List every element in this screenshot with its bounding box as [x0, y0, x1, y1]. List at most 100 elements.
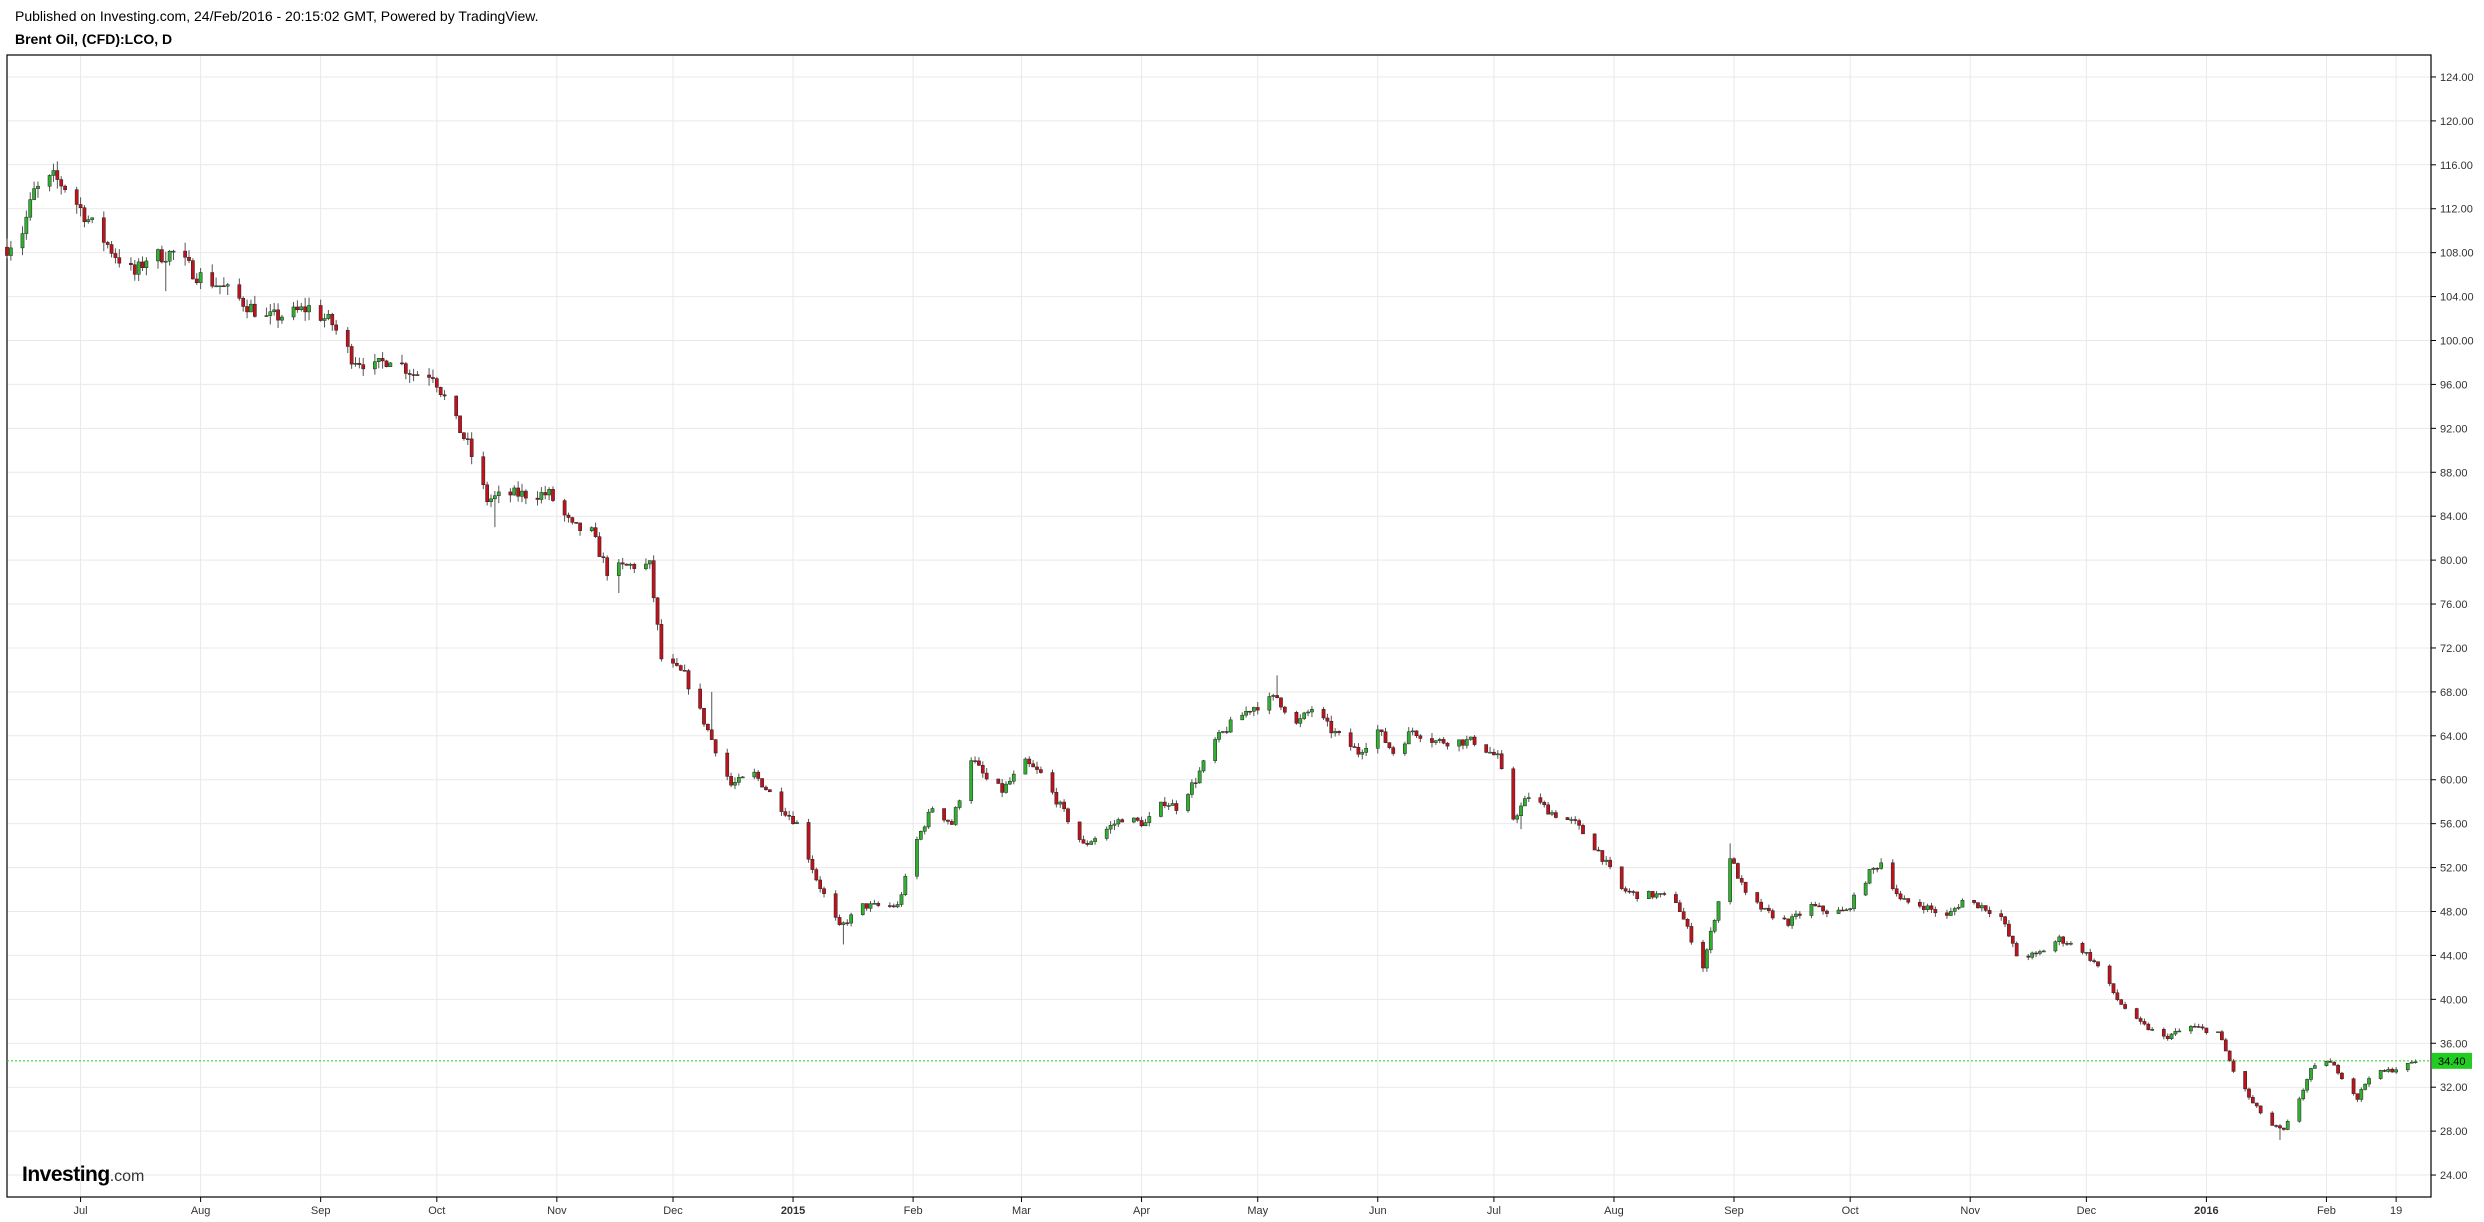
candle-body: [1867, 869, 1872, 884]
candle: [2351, 1077, 2356, 1096]
candle-body: [984, 772, 989, 780]
candle-body: [1391, 747, 1396, 754]
candle-body: [2258, 1105, 2263, 1114]
candle: [2096, 961, 2100, 968]
candle-body: [1492, 751, 1496, 756]
candle: [2115, 989, 2120, 1002]
candle-body: [59, 179, 64, 187]
candle-body: [1081, 839, 1086, 844]
candle-body: [2413, 1061, 2418, 1063]
candle-body: [462, 432, 466, 439]
candle: [1519, 802, 1523, 830]
candle: [132, 260, 137, 281]
candle-body: [1817, 905, 1822, 908]
candle-body: [2134, 1008, 2139, 1019]
candle: [24, 210, 29, 240]
candle: [1511, 766, 1516, 821]
candle: [218, 285, 222, 295]
candle: [1770, 908, 1775, 920]
candle: [1186, 792, 1190, 813]
candle: [268, 304, 273, 325]
candle-body: [698, 688, 702, 709]
chart-grid: [7, 55, 2431, 1197]
candle: [516, 481, 520, 502]
candle: [524, 489, 528, 505]
candle-body: [686, 670, 691, 690]
candle-body: [2278, 1125, 2282, 1129]
candle: [496, 485, 501, 504]
candle-body: [493, 495, 497, 500]
candle: [1321, 706, 1326, 721]
candle-body: [605, 557, 610, 576]
candle: [1852, 892, 1856, 912]
candle-body: [1542, 802, 1547, 806]
candle-body: [1708, 930, 1713, 951]
candle: [2274, 1124, 2278, 1128]
candle: [376, 358, 381, 369]
candle-body: [252, 303, 257, 317]
candle-body: [407, 373, 412, 375]
candle: [2107, 964, 2112, 987]
candle-body: [713, 739, 718, 754]
candle-body: [1786, 918, 1791, 926]
candle-body: [1023, 758, 1028, 775]
candle: [725, 748, 730, 781]
candle-body: [1650, 891, 1655, 898]
candle-body: [1685, 919, 1690, 927]
candle: [2363, 1083, 2368, 1091]
candle: [318, 299, 323, 322]
candle-body: [651, 560, 656, 599]
candle: [1131, 817, 1136, 824]
candle-body: [930, 808, 935, 813]
candle: [678, 664, 683, 672]
candle-body: [2088, 952, 2093, 961]
candle-body: [1360, 752, 1365, 755]
candle-body: [2332, 1062, 2337, 1066]
candle: [969, 757, 974, 804]
candle-body: [303, 306, 308, 313]
candle: [578, 522, 582, 536]
candle: [1271, 693, 1276, 701]
candle-body: [1736, 863, 1740, 879]
candle-body: [167, 250, 172, 262]
candle-body: [2041, 950, 2046, 953]
candle-body: [415, 374, 420, 376]
candle: [1437, 737, 1442, 744]
candle: [1890, 859, 1895, 891]
candle-body: [2359, 1089, 2364, 1100]
candle-body: [1646, 891, 1651, 899]
time-tick-label: Jun: [1369, 1205, 1387, 1217]
candle-body: [388, 362, 393, 367]
candle-body: [1329, 720, 1334, 734]
candle-body: [2390, 1068, 2395, 1073]
candle-body: [628, 563, 633, 566]
candle: [655, 597, 660, 631]
candle: [1383, 727, 1388, 744]
candle-body: [1031, 763, 1035, 768]
candle-body: [2305, 1079, 2309, 1091]
candle: [442, 390, 447, 401]
candle-body: [1348, 732, 1353, 747]
time-tick-label: Nov: [547, 1205, 567, 1217]
candle: [55, 161, 60, 189]
candle: [1251, 706, 1256, 717]
price-tick-label: 116.00: [2440, 160, 2473, 172]
time-tick-label: 2015: [781, 1205, 805, 1217]
candle-body: [438, 387, 443, 396]
candle-body: [980, 765, 985, 774]
price-tick-label: 96.00: [2440, 379, 2468, 391]
candle: [616, 558, 621, 594]
candle-body: [272, 309, 277, 312]
candle-body: [1321, 709, 1326, 719]
candle-body: [1437, 739, 1442, 741]
candle-body: [1077, 821, 1082, 840]
candle: [1736, 862, 1740, 879]
candle-body: [454, 395, 459, 417]
candle: [303, 297, 308, 321]
candle: [783, 807, 788, 817]
candle: [427, 368, 431, 386]
candle: [1952, 906, 1957, 916]
candle: [458, 415, 462, 434]
candle-body: [496, 491, 501, 496]
